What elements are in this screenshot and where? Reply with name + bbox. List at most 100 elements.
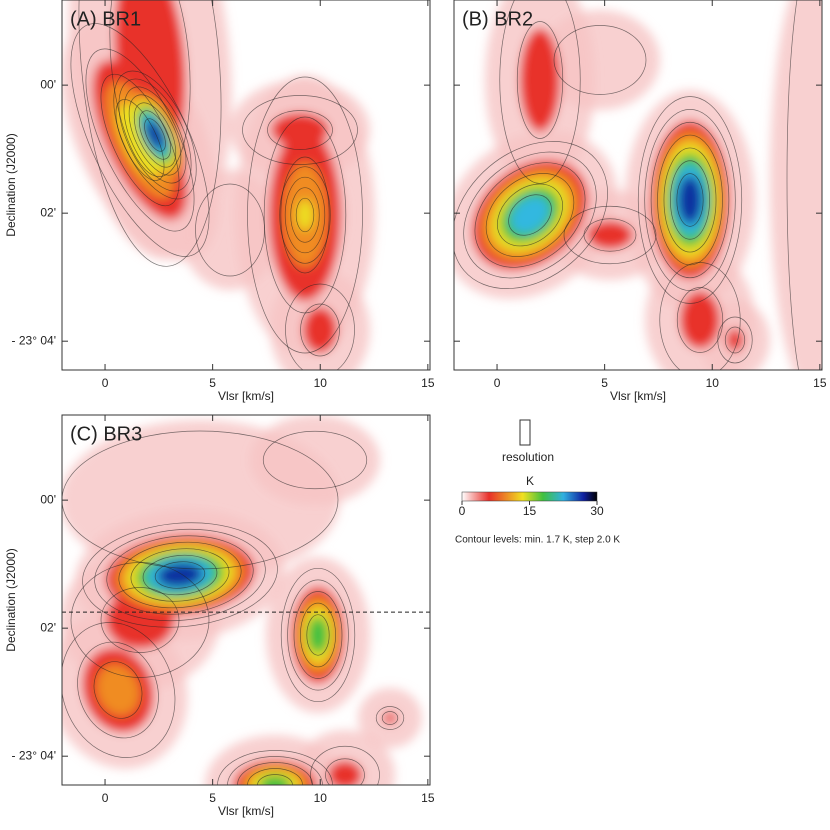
contour-line [217,750,333,785]
resolution-label: resolution [502,450,554,464]
contour-line [106,535,254,615]
contour-line [285,283,355,370]
colorbar-tick-label: 0 [459,504,466,518]
contour-line [563,205,657,265]
intensity-level [302,307,338,353]
contour-line [100,587,180,653]
contour-line [300,602,336,668]
contour-line [123,86,187,184]
x-tick-label: 10 [314,376,328,390]
colorbar-tick-label: 15 [523,504,537,518]
contour-line [247,768,303,785]
contour-line [257,774,293,785]
x-tick-label: 15 [813,376,827,390]
intensity-level [519,28,561,132]
contour-line [676,287,724,353]
contour-line [227,756,323,785]
contour-line [657,134,723,266]
intensity-level [307,616,329,654]
y-tick-label: - 23° 04' [12,748,56,762]
contour-line [474,162,586,268]
intensity-level [62,420,340,580]
colorbar-tick-label: 30 [590,504,604,518]
contour-line [676,173,704,227]
x-tick-label: 0 [102,376,109,390]
contour-line [113,70,197,200]
intensity [454,0,822,370]
panel-frame [61,0,431,371]
contour-line [375,706,405,730]
y-tick-label: 00' [40,77,56,91]
contour-line [70,23,210,257]
contour-line [139,110,171,160]
x-tick-label: 5 [209,376,216,390]
panel-frame [453,0,823,371]
colorbar [461,491,598,502]
contour-line [650,121,730,279]
contour-line [284,176,326,254]
contour-line [82,522,278,628]
intensity-level [677,175,703,225]
contour-line [553,25,647,95]
intensity-level [679,291,721,349]
colorbar-label: K [526,474,534,488]
contour-line [130,548,230,602]
contour-line [100,73,180,207]
y-axis-label: Declination (J2000) [4,548,18,651]
contour-line [154,561,206,589]
contour-line [497,183,563,247]
x-tick-label: 0 [494,376,501,390]
contour-line [454,141,608,289]
contour-line [295,197,315,233]
contour-line [485,173,575,257]
contour-line [724,326,746,354]
x-tick-label: 0 [102,791,109,805]
x-tick-label: 5 [601,376,608,390]
y-tick-label: - 23° 04' [12,333,56,347]
contour-line [499,0,581,184]
y-tick-label: 00' [40,492,56,506]
contour-line [325,758,365,785]
panel-title: (B) BR2 [462,8,533,30]
contour-line [279,166,331,264]
contour-line [93,661,143,719]
contour-line [118,78,192,192]
intensity-level [383,712,397,724]
contour-line [144,118,166,152]
contour-line [670,160,710,240]
intensity-level [259,775,291,785]
contour-map [454,0,822,370]
contour-line [463,151,597,279]
x-axis-label: Vlsr [km/s] [610,389,666,403]
contour-line [142,554,218,596]
x-axis-label: Vlsr [km/s] [218,804,274,818]
contour-line [70,562,210,678]
intensity-level [587,220,633,250]
contour-line [293,591,343,679]
contour-line [310,745,380,785]
intensity-level [295,730,395,785]
resolution-box [519,419,531,446]
contour-line [280,156,330,274]
contour-line [786,0,822,370]
contour-line [85,48,195,232]
contour-line [109,0,191,177]
contour-line [637,96,743,304]
intensity-level [770,0,822,370]
contour-line [118,541,242,609]
x-tick-label: 10 [706,376,720,390]
contour-line [300,303,340,357]
x-tick-label: 5 [209,791,216,805]
contour-line [717,316,753,364]
contour-line [62,430,339,570]
intensity-level [145,119,165,151]
x-axis-label: Vlsr [km/s] [218,389,274,403]
y-tick-label: 02' [40,620,56,634]
contour-line [242,95,358,165]
contour-line [94,528,266,622]
contour-line [247,76,363,354]
contour-note: Contour levels: min. 1.7 K, step 2.0 K [455,535,620,546]
contour-line [659,262,741,370]
contour-line [280,567,356,703]
contour-line [62,622,176,758]
